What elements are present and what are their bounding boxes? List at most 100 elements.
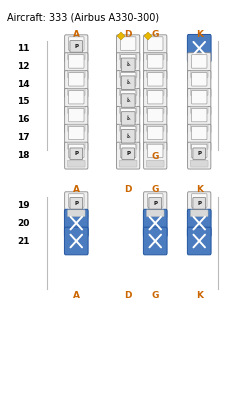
FancyBboxPatch shape [67, 71, 85, 78]
FancyBboxPatch shape [67, 142, 85, 149]
FancyBboxPatch shape [121, 130, 135, 143]
FancyBboxPatch shape [192, 144, 207, 157]
Text: 20: 20 [17, 219, 30, 228]
FancyBboxPatch shape [190, 142, 208, 149]
FancyBboxPatch shape [148, 55, 163, 68]
Text: K: K [196, 291, 203, 300]
FancyBboxPatch shape [188, 89, 211, 115]
Text: K: K [196, 185, 203, 194]
FancyBboxPatch shape [190, 106, 208, 113]
FancyBboxPatch shape [121, 73, 136, 86]
Text: 19: 19 [17, 201, 30, 210]
FancyBboxPatch shape [190, 124, 208, 131]
FancyBboxPatch shape [192, 73, 207, 86]
FancyBboxPatch shape [188, 106, 211, 133]
FancyBboxPatch shape [69, 109, 84, 122]
FancyBboxPatch shape [121, 126, 136, 140]
FancyBboxPatch shape [65, 106, 88, 133]
FancyBboxPatch shape [148, 91, 163, 104]
FancyBboxPatch shape [192, 126, 207, 140]
Text: D: D [124, 291, 132, 300]
FancyBboxPatch shape [65, 35, 88, 62]
Text: D: D [124, 185, 132, 194]
FancyBboxPatch shape [144, 89, 167, 115]
FancyBboxPatch shape [192, 194, 207, 207]
FancyBboxPatch shape [187, 34, 211, 62]
FancyBboxPatch shape [121, 37, 136, 50]
Text: P: P [197, 151, 201, 156]
Text: K: K [196, 29, 203, 38]
Text: G: G [152, 185, 159, 194]
FancyBboxPatch shape [144, 124, 167, 151]
FancyBboxPatch shape [67, 53, 85, 60]
FancyBboxPatch shape [65, 53, 88, 80]
FancyBboxPatch shape [188, 124, 211, 151]
Text: A: A [73, 29, 80, 38]
FancyBboxPatch shape [144, 106, 167, 133]
FancyBboxPatch shape [190, 160, 208, 167]
Text: ♿: ♿ [125, 98, 131, 103]
FancyBboxPatch shape [69, 73, 84, 86]
Text: P: P [126, 151, 130, 156]
FancyBboxPatch shape [144, 192, 167, 219]
FancyBboxPatch shape [192, 109, 207, 122]
FancyBboxPatch shape [146, 89, 164, 95]
FancyBboxPatch shape [193, 148, 206, 160]
FancyBboxPatch shape [67, 124, 85, 131]
Text: ♿: ♿ [125, 80, 131, 85]
Text: 15: 15 [17, 98, 30, 106]
Text: G: G [152, 29, 159, 38]
FancyBboxPatch shape [121, 55, 136, 68]
FancyBboxPatch shape [144, 35, 167, 62]
FancyBboxPatch shape [119, 124, 137, 131]
Text: A: A [73, 291, 80, 300]
FancyBboxPatch shape [69, 91, 84, 104]
FancyBboxPatch shape [65, 142, 88, 169]
FancyBboxPatch shape [190, 89, 208, 95]
FancyBboxPatch shape [116, 89, 140, 115]
FancyBboxPatch shape [69, 55, 84, 68]
FancyBboxPatch shape [121, 91, 136, 104]
Text: A: A [73, 151, 80, 160]
FancyBboxPatch shape [193, 197, 206, 209]
FancyBboxPatch shape [188, 192, 211, 219]
Text: 16: 16 [17, 115, 30, 124]
FancyBboxPatch shape [119, 160, 137, 167]
Text: P: P [74, 201, 78, 206]
FancyBboxPatch shape [69, 37, 84, 50]
FancyBboxPatch shape [65, 192, 88, 219]
FancyBboxPatch shape [116, 71, 140, 98]
FancyBboxPatch shape [143, 227, 167, 255]
Text: P: P [74, 151, 78, 156]
FancyBboxPatch shape [116, 53, 140, 80]
FancyBboxPatch shape [122, 148, 135, 160]
FancyBboxPatch shape [148, 126, 163, 140]
FancyBboxPatch shape [65, 124, 88, 151]
Text: P: P [74, 44, 78, 49]
FancyBboxPatch shape [188, 53, 211, 80]
FancyBboxPatch shape [146, 160, 164, 167]
Text: D: D [124, 29, 132, 38]
FancyBboxPatch shape [65, 71, 88, 98]
FancyBboxPatch shape [121, 144, 136, 157]
FancyBboxPatch shape [149, 197, 162, 209]
Text: K: K [196, 151, 203, 160]
FancyBboxPatch shape [144, 142, 167, 169]
FancyBboxPatch shape [119, 89, 137, 95]
FancyBboxPatch shape [146, 53, 164, 60]
FancyBboxPatch shape [116, 35, 140, 62]
FancyBboxPatch shape [116, 106, 140, 133]
Text: 12: 12 [17, 62, 30, 71]
Text: 18: 18 [17, 151, 30, 160]
Text: D: D [124, 151, 132, 160]
FancyBboxPatch shape [190, 71, 208, 78]
FancyBboxPatch shape [146, 124, 164, 131]
FancyBboxPatch shape [65, 89, 88, 115]
FancyBboxPatch shape [70, 148, 83, 160]
Text: Aircraft: 333 (Airbus A330-300): Aircraft: 333 (Airbus A330-300) [7, 12, 160, 22]
Text: A: A [73, 185, 80, 194]
FancyBboxPatch shape [119, 106, 137, 113]
FancyBboxPatch shape [121, 94, 135, 107]
Text: P: P [197, 201, 201, 206]
FancyBboxPatch shape [192, 55, 207, 68]
